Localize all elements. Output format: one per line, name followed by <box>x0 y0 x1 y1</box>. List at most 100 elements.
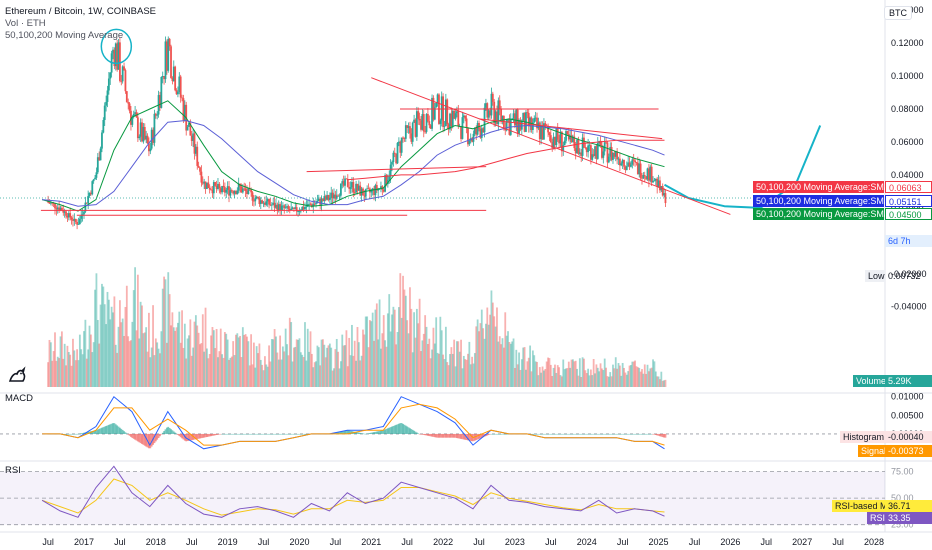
candle-body <box>514 113 516 126</box>
candle-body <box>371 188 374 191</box>
macd-histogram-bar <box>233 433 236 435</box>
volume-indicator-label[interactable]: Vol · ETH <box>5 18 46 29</box>
volume-bar <box>663 380 665 387</box>
macd-histogram-bar <box>99 428 102 434</box>
candle-body <box>262 202 265 204</box>
macd-histogram-bar <box>73 433 76 435</box>
candle-body <box>160 76 163 108</box>
candle-body <box>221 185 224 193</box>
macd-histogram-bar <box>583 433 585 435</box>
volume-bar <box>438 353 440 387</box>
volume-bar <box>570 359 573 387</box>
candle-body <box>415 111 418 137</box>
volume-bar <box>573 361 576 387</box>
volume-bar <box>505 335 508 387</box>
volume-bar <box>239 335 241 387</box>
candle-body <box>653 180 656 182</box>
volume-bar <box>182 347 185 387</box>
volume-bar <box>309 331 312 387</box>
volume-bar <box>534 361 537 387</box>
volume-bar <box>254 367 257 387</box>
candle-body <box>634 160 636 163</box>
macd-histogram-bar <box>543 433 545 435</box>
rsi-pane-title[interactable]: RSI <box>5 465 21 476</box>
candle-body <box>472 133 475 142</box>
macd-histogram-bar <box>653 433 656 435</box>
time-axis-label: 2024 <box>577 537 597 547</box>
volume-bar <box>489 314 491 387</box>
candle-body <box>293 207 295 209</box>
candle-body <box>211 189 214 194</box>
macd-histogram-bar <box>134 433 137 440</box>
candle-body <box>270 204 273 206</box>
macd-histogram-bar <box>533 433 536 435</box>
rsi-axis-label: 50.00 <box>891 493 914 503</box>
macd-histogram-bar <box>641 433 643 435</box>
volume-bar <box>247 341 250 387</box>
candle-body <box>51 202 54 204</box>
candle-body <box>299 210 302 212</box>
volume-bar <box>642 373 645 387</box>
macd-histogram-bar <box>422 433 425 435</box>
macd-histogram-bar <box>219 433 222 435</box>
candle-body <box>244 188 247 192</box>
projection-curve <box>664 125 822 209</box>
volume-bar <box>251 364 254 387</box>
macd-histogram-bar <box>652 433 654 435</box>
macd-histogram-bar <box>334 432 337 434</box>
volume-bar <box>562 359 565 387</box>
candle-body <box>301 206 304 211</box>
candle-body <box>252 200 255 202</box>
low-label-tag: Low <box>865 270 885 282</box>
candle-body <box>250 189 253 193</box>
macd-histogram-bar <box>201 433 204 438</box>
candle-body <box>308 203 311 205</box>
volume-bar <box>244 334 247 387</box>
macd-histogram-bar <box>131 433 134 438</box>
volume-bar <box>428 338 431 387</box>
volume-bar <box>268 345 270 387</box>
candle-body <box>527 112 530 127</box>
candle-body <box>601 145 603 158</box>
volume-bar <box>588 375 591 387</box>
moving-average-indicator-label[interactable]: 50,100,200 Moving Average <box>5 30 124 41</box>
macd-histogram-bar <box>439 433 442 438</box>
volume-bar <box>154 338 157 387</box>
volume-bar <box>338 368 341 387</box>
volume-bar <box>327 345 330 387</box>
volume-bar <box>645 373 648 387</box>
candle-body <box>552 136 555 148</box>
volume-bar <box>609 372 612 387</box>
volume-bar <box>559 375 562 387</box>
macd-histogram-bar <box>346 430 349 434</box>
candle-body <box>580 152 583 156</box>
candle-body <box>516 109 519 134</box>
volume-bar <box>601 368 603 387</box>
macd-histogram-bar <box>447 433 450 438</box>
volume-bar <box>490 290 493 387</box>
candle-body <box>624 166 627 171</box>
volume-bar <box>621 362 624 387</box>
volume-bar <box>443 359 446 387</box>
volume-bar <box>141 305 143 387</box>
currency-button[interactable]: BTC <box>884 6 912 20</box>
volume-bar <box>420 351 422 387</box>
macd-pane-title[interactable]: MACD <box>5 393 33 404</box>
candle-body <box>277 204 280 211</box>
candle-body <box>165 41 168 71</box>
macd-histogram-bar <box>406 426 409 434</box>
candle-body <box>291 207 294 209</box>
macd-histogram-bar <box>457 433 460 439</box>
volume-bar <box>218 351 221 387</box>
volume-bar <box>461 368 464 387</box>
volume-bar <box>605 367 607 387</box>
candle-body <box>76 221 78 225</box>
candle-body <box>312 203 315 207</box>
volume-bar <box>135 330 138 387</box>
volume-bar <box>235 334 237 387</box>
macd-histogram-bar <box>548 433 551 435</box>
candle-body <box>403 138 406 139</box>
macd-histogram-bar <box>196 433 199 440</box>
macd-histogram-bar <box>298 433 301 435</box>
